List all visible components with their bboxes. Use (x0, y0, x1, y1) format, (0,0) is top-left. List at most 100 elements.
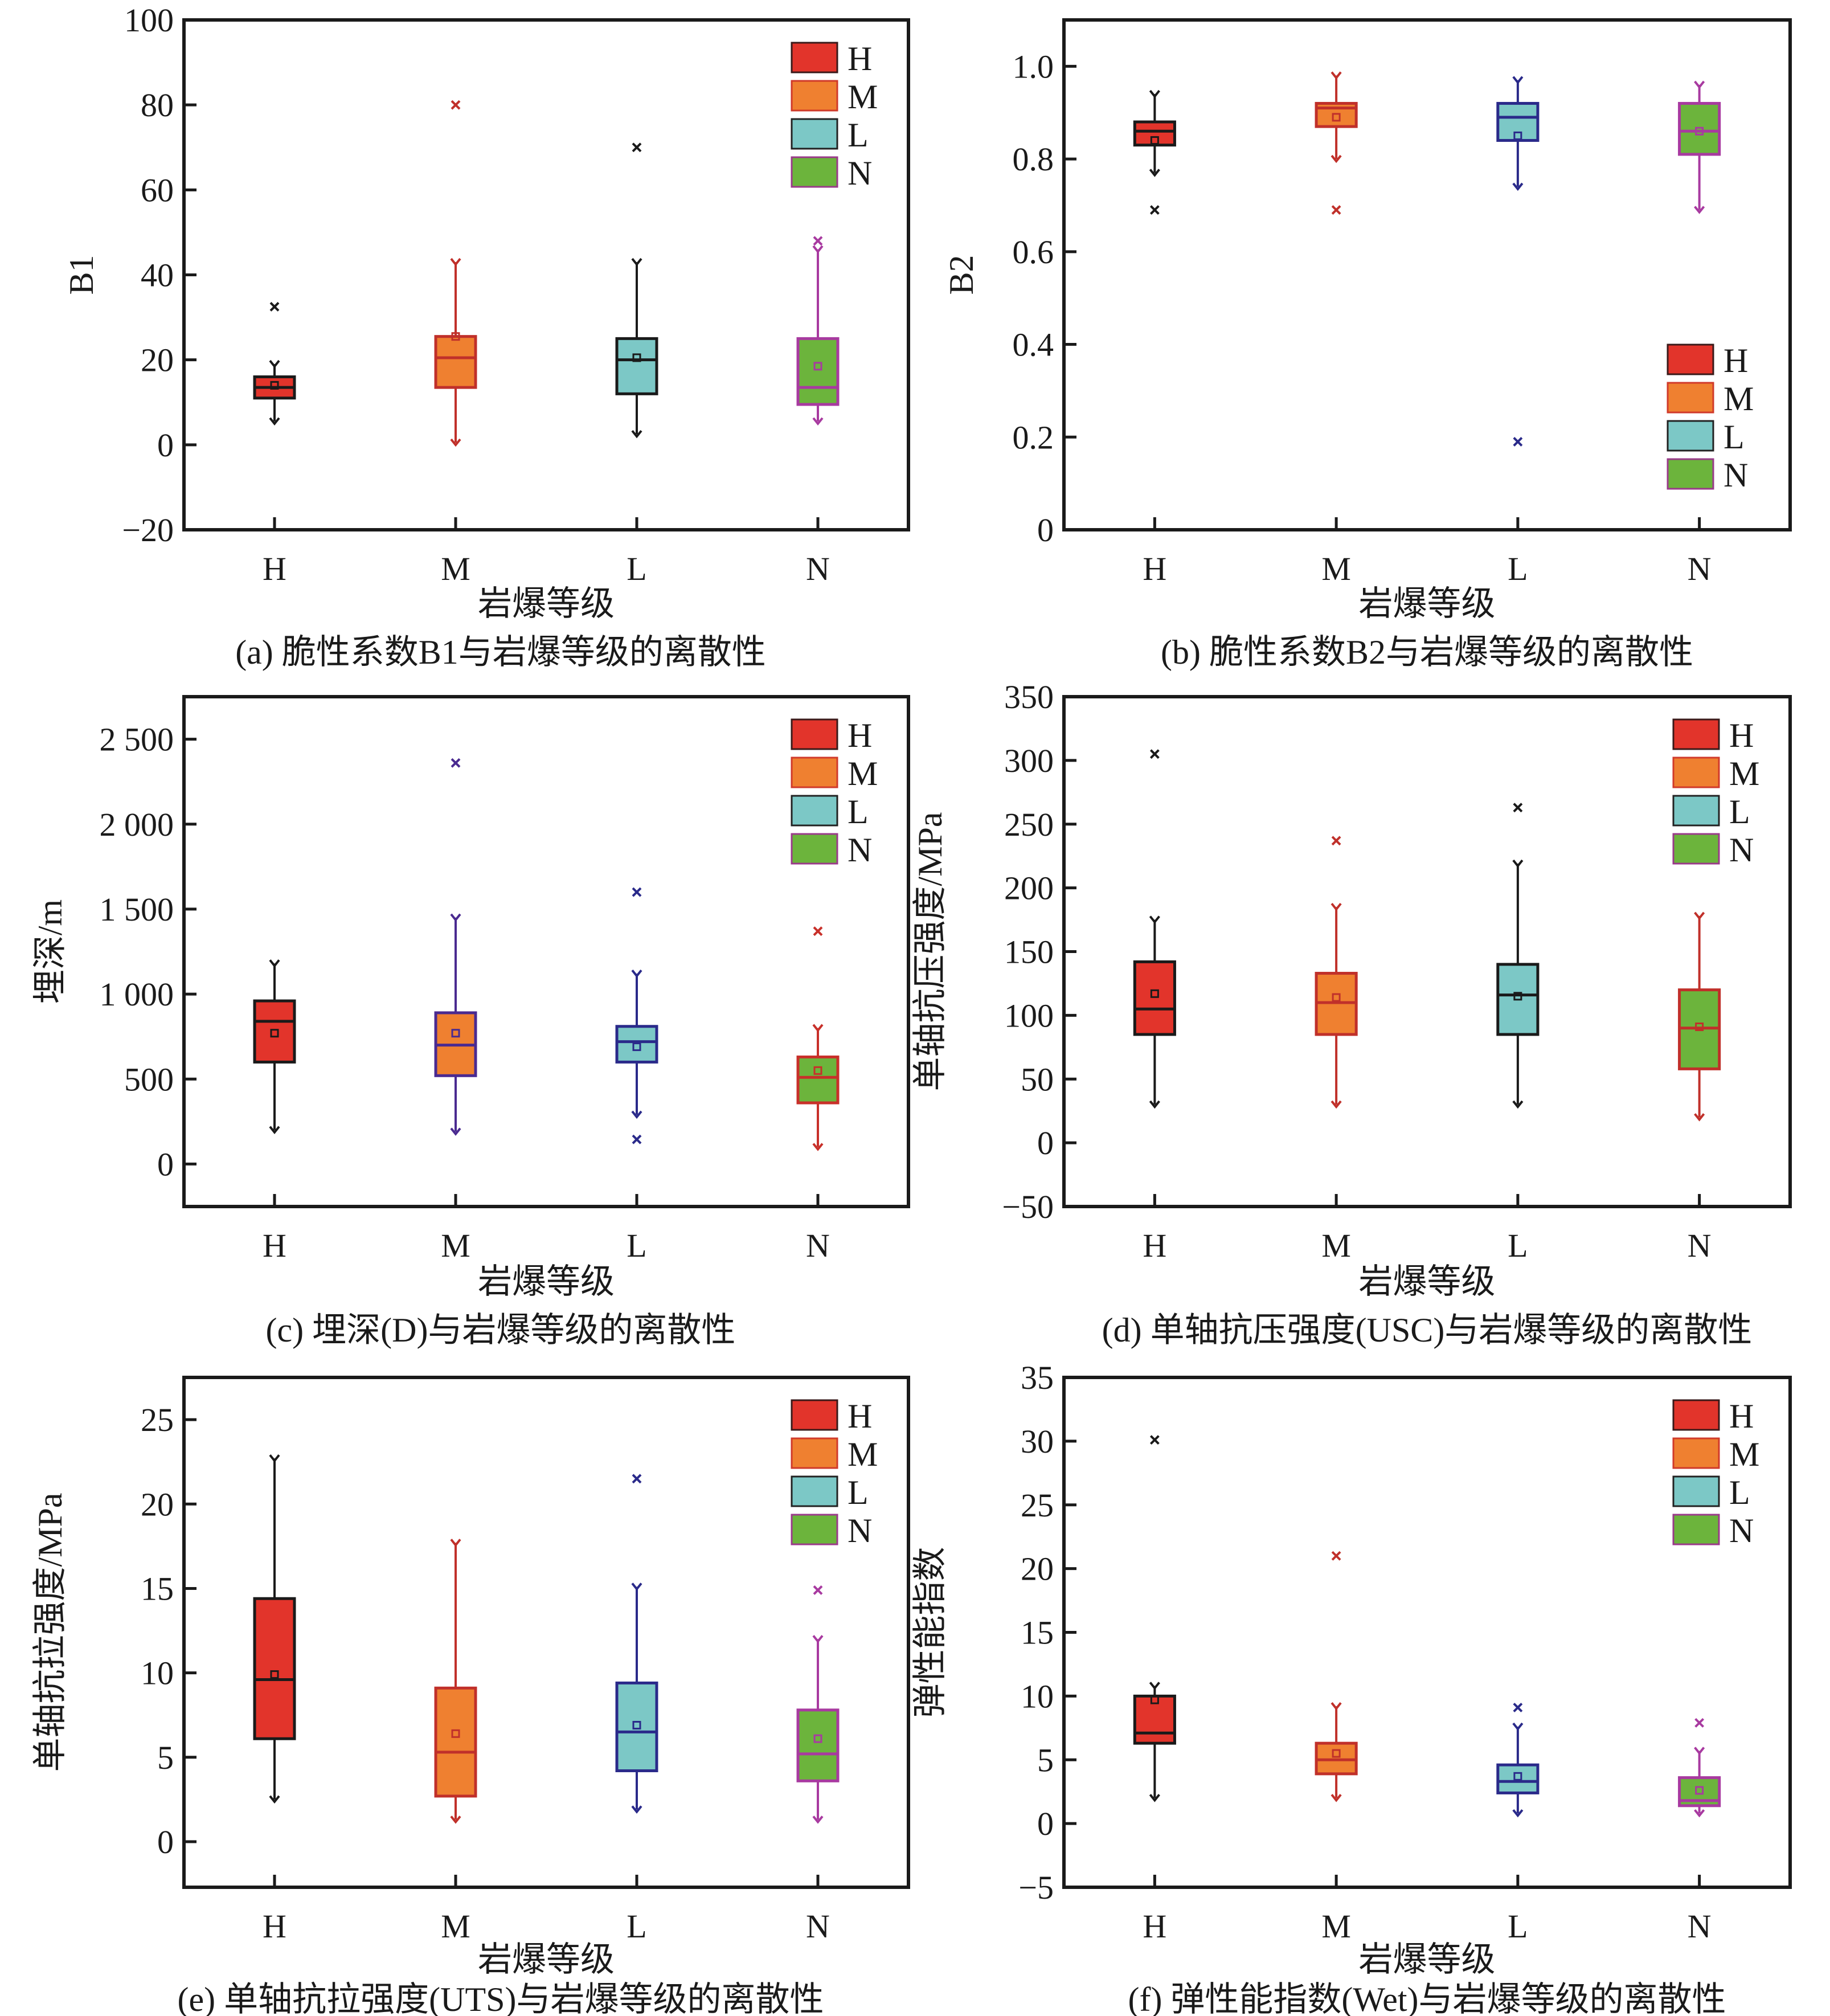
y-tick-label: 10 (141, 1655, 174, 1692)
x-tick-label: H (263, 550, 286, 587)
legend-swatch-M (791, 1437, 838, 1469)
x-tick-label: H (263, 1227, 286, 1264)
x-tick-label: L (627, 1908, 646, 1945)
box-N (1678, 80, 1721, 214)
mean-marker (1150, 136, 1159, 145)
plot-frame (1062, 18, 1792, 531)
y-tick-label: 200 (1004, 870, 1054, 907)
mean-marker (1513, 131, 1522, 140)
whisker-high-cap (1149, 89, 1160, 99)
iqr-box (1496, 101, 1540, 142)
iqr-box (253, 1597, 296, 1740)
legend-swatch-N (791, 833, 838, 865)
x-tick-label: N (1688, 1227, 1712, 1264)
x-tick-label: N (806, 550, 830, 587)
box-H (1133, 1435, 1176, 1802)
mean-marker (1332, 113, 1341, 122)
panel-caption: (e) 单轴抗拉强度(UTS)与岩爆等级的离散性 (178, 1981, 824, 2016)
outlier-marker (1694, 1718, 1705, 1728)
box-L (1496, 1703, 1540, 1818)
iqr-box (253, 999, 296, 1064)
whisker-low-cap (1149, 1100, 1160, 1109)
box-H (253, 1454, 296, 1804)
mean-marker (270, 1029, 279, 1038)
legend-swatch-L (791, 795, 838, 827)
y-tick-label: −5 (1018, 1869, 1054, 1906)
legend-swatch-N (1672, 1514, 1720, 1545)
iqr-box (1496, 1763, 1540, 1794)
whisker-high-cap (1330, 902, 1342, 911)
whisker-high-cap (1330, 1702, 1342, 1711)
box-H (1133, 89, 1176, 215)
x-axis-title: 岩爆等级 (1359, 1263, 1496, 1301)
whisker-high-cap (269, 1454, 280, 1463)
mean-marker (1695, 1786, 1704, 1795)
whisker-low-cap (1512, 1809, 1524, 1818)
mean-marker (813, 362, 822, 371)
legend-label-L: L (1729, 1474, 1750, 1511)
box-M (434, 100, 477, 447)
outlier-marker (813, 236, 823, 246)
whisker-low-cap (1149, 169, 1160, 177)
whisker-high-cap (450, 257, 461, 267)
whisker-high-cap (450, 913, 461, 922)
x-tick-label: H (1143, 1908, 1166, 1945)
whisker-high-cap (269, 359, 280, 369)
whisker-low-cap (269, 1795, 280, 1804)
legend-swatch-H (791, 42, 838, 73)
legend-swatch-L (791, 118, 838, 150)
whisker-low-cap (812, 417, 824, 426)
legend-swatch-H (791, 1399, 838, 1431)
x-tick-label: H (263, 1908, 286, 1945)
y-axis-title: B2 (943, 255, 980, 295)
y-tick-label: 0.6 (1013, 234, 1054, 271)
whisker-low-cap (631, 1805, 642, 1814)
outlier-marker (1149, 1435, 1160, 1445)
whisker-high-cap (812, 1024, 824, 1032)
y-tick-label: 25 (1021, 1487, 1054, 1524)
iqr-box (1496, 963, 1540, 1036)
legend-label-L: L (848, 1474, 869, 1511)
mean-marker (270, 381, 279, 390)
box-M (1315, 836, 1358, 1109)
legend-label-H: H (1729, 717, 1754, 754)
box-L (1496, 803, 1540, 1109)
whisker-high-cap (812, 1635, 824, 1643)
box-M (434, 758, 477, 1136)
x-axis-title: 岩爆等级 (1359, 1941, 1496, 1978)
legend-label-M: M (1729, 1436, 1759, 1473)
x-axis-title: 岩爆等级 (478, 1941, 615, 1978)
legend-label-M: M (848, 755, 878, 792)
box-H (253, 959, 296, 1134)
legend-label-N: N (848, 831, 872, 869)
mean-marker (451, 332, 460, 341)
whisker-low-cap (450, 438, 461, 447)
y-tick-label: −20 (122, 512, 174, 549)
outlier-marker (451, 758, 461, 768)
x-tick-label: L (1508, 1227, 1528, 1264)
outlier-marker (1513, 1703, 1523, 1712)
y-tick-label: 35 (1021, 1359, 1054, 1396)
x-tick-label: L (1508, 550, 1528, 587)
legend-label-N: N (1729, 831, 1754, 869)
y-tick-label: 0 (157, 1146, 174, 1183)
whisker-high-cap (631, 970, 642, 978)
box-L (1496, 76, 1540, 447)
legend-label-N: N (848, 1512, 872, 1549)
mean-marker (813, 1066, 822, 1075)
whisker-high-cap (1330, 71, 1342, 80)
y-tick-label: 350 (1004, 678, 1054, 715)
panel-caption: (a) 脆性系数B1与岩爆等级的离散性 (235, 633, 766, 671)
legend-swatch-L (1672, 795, 1720, 827)
outlier-marker (632, 1474, 642, 1484)
plot-frame (182, 695, 910, 1208)
whisker-low-cap (812, 1143, 824, 1151)
y-tick-label: 0 (157, 427, 174, 464)
y-tick-label: 30 (1021, 1423, 1054, 1460)
legend-swatch-H (791, 718, 838, 750)
